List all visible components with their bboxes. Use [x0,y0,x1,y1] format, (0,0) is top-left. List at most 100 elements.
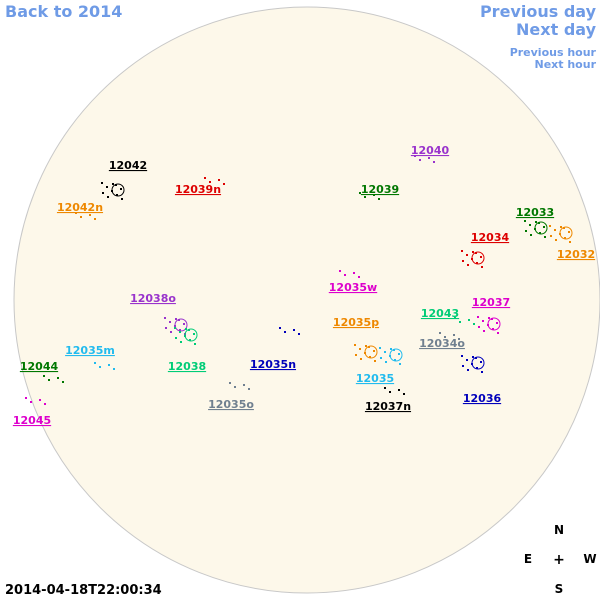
spot [496,322,498,324]
spot [549,225,551,227]
spot [248,388,250,390]
spot [419,159,421,161]
spot [473,323,475,325]
spot [491,318,493,320]
spot [468,319,470,321]
region-label: 12039n [175,183,221,196]
timestamp: 2014-04-18T22:00:34 [5,583,162,598]
spot [488,317,490,319]
spot [101,182,103,184]
spot [483,330,485,332]
compass-center: + [553,552,565,568]
spot [389,391,391,393]
spot [497,332,499,334]
spot [353,272,355,274]
spot [234,386,236,388]
spot [399,363,401,365]
next-day-link[interactable]: Next day [516,20,597,39]
spot [378,198,380,200]
region-label: 12037 [472,296,510,309]
spot [112,183,114,185]
spot [193,333,195,335]
spot [390,348,392,350]
back-link[interactable]: Back to 2014 [5,2,122,21]
spot [102,192,104,194]
spot [550,235,552,237]
spot [25,397,27,399]
spot [530,234,532,236]
spot [529,224,531,226]
spot [359,348,361,350]
spot [57,377,59,379]
spot-ring [471,356,485,370]
spot [218,179,220,181]
spot [107,196,109,198]
spot [108,364,110,366]
spot [481,371,483,373]
spot [414,155,416,157]
spot [492,328,494,330]
spot [364,196,366,198]
spot [113,368,115,370]
spot [62,381,64,383]
spot [179,329,181,331]
spot [354,344,356,346]
spot [116,194,118,196]
spot [39,399,41,401]
spot-ring [487,317,501,331]
spot-ring [364,345,378,359]
spot [466,254,468,256]
spot [543,226,545,228]
region-label: 12034 [471,231,510,244]
spot [94,218,96,220]
spot [458,338,460,340]
spot [569,241,571,243]
spot [564,237,566,239]
spot [476,367,478,369]
previous-hour-link[interactable]: Previous hour [510,46,597,59]
spot [165,327,167,329]
spot [359,192,361,194]
spot [194,343,196,345]
spot [174,327,176,329]
previous-day-link[interactable]: Previous day [480,2,597,21]
spot [355,354,357,356]
spot [284,331,286,333]
spot [164,317,166,319]
spot [480,256,482,258]
region-label: 12032 [557,248,595,261]
spot [475,252,477,254]
spot [560,226,562,228]
solar-disk [13,6,600,594]
next-hour-link[interactable]: Next hour [535,58,597,71]
spot [439,332,441,334]
spot [379,347,381,349]
spot [358,276,360,278]
region-label: 12035w [329,281,377,294]
spot [209,181,211,183]
spot [478,326,480,328]
spot [462,260,464,262]
spot [115,184,117,186]
spot [369,356,371,358]
spot [380,357,382,359]
region-label: 12039 [361,183,399,196]
spot [555,239,557,241]
spot [461,250,463,252]
spot [368,346,370,348]
spot [525,230,527,232]
region-label: 12035m [65,344,115,357]
region-label: 12035 [356,372,394,385]
spot [384,387,386,389]
spot [524,220,526,222]
spot [477,316,479,318]
spot [189,339,191,341]
spot [535,221,537,223]
region-label: 12044 [20,360,59,373]
spot [293,329,295,331]
region-label: 12040 [411,144,450,157]
region-label: 12035o [208,398,254,411]
spot [482,320,484,322]
spot [373,194,375,196]
